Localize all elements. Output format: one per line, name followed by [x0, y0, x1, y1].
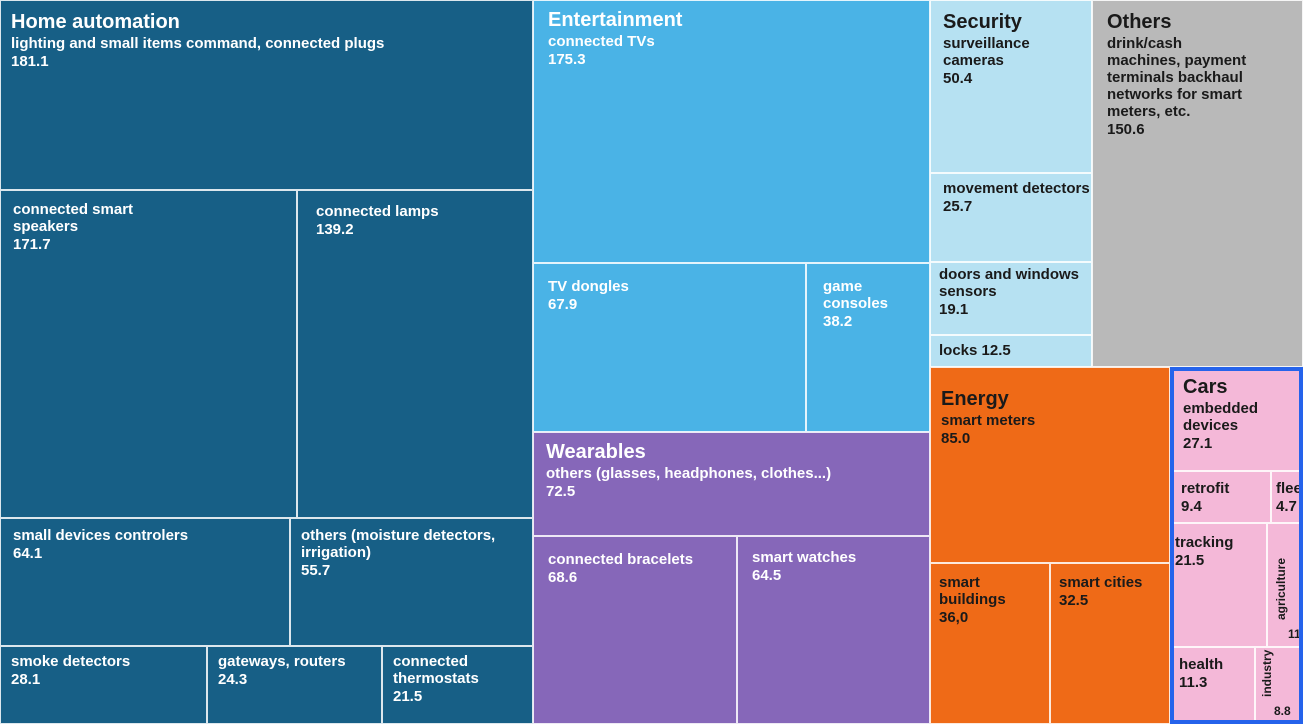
cell-label: gateways, routers	[218, 653, 346, 670]
cell-value: 28.1	[11, 671, 41, 688]
cell-label: smart cities	[1059, 574, 1143, 591]
cell-label: connected thermostats	[393, 653, 479, 687]
cell-value: 11.3	[1179, 674, 1208, 691]
cell-label: connected lamps	[316, 203, 439, 220]
cell-value: 67.9	[548, 296, 578, 313]
cell-label: smoke detectors	[11, 653, 131, 670]
cell-value: 38.2	[823, 313, 853, 330]
sector-title-others: Others	[1107, 11, 1172, 33]
cell-value: 68.6	[548, 569, 578, 586]
sector-title-energy: Energy	[941, 388, 1009, 410]
sector-title-cars: Cars	[1183, 376, 1228, 398]
cell-value: 21.5	[393, 688, 423, 705]
cell-value: 36,0	[939, 609, 969, 626]
cell-label: agriculture	[1274, 557, 1288, 620]
cell-value: 55.7	[301, 562, 331, 579]
cell-label: surveillance cameras	[943, 35, 1030, 69]
cell-value: 24.3	[218, 671, 248, 688]
treemap-cell-home-automation-smoke-detectors: smoke detectors 28.1	[0, 646, 207, 724]
treemap-cell-home-automation-lighting-and-small-items-comma: Home automation lighting and small items …	[0, 0, 533, 190]
treemap-cell-security-movement-detectors: movement detectors 25.7	[930, 173, 1092, 262]
cell-label: TV dongles	[548, 278, 629, 295]
cell-label: lighting and small items command, connec…	[11, 35, 385, 52]
treemap-cell-home-automation-connected-thermostats: connected thermostats 21.5	[382, 646, 533, 724]
treemap-cell-cars-fleet: fleet4.7	[1271, 471, 1303, 523]
treemap-cell-energy-smart-cities: smart cities 32.5	[1050, 563, 1170, 724]
treemap-cell-cars-embedded-devices: Cars embedded devices 27.1	[1170, 367, 1303, 471]
treemap-cell-cars-industry: industry 8.8	[1255, 647, 1303, 724]
cell-label: health	[1179, 656, 1224, 673]
sector-title-entertainment: Entertainment	[548, 9, 683, 31]
cell-label: small devices controlers	[13, 527, 189, 544]
cell-label: others (glasses, headphones, clothes...)	[546, 465, 832, 482]
cell-value: 19.1	[939, 301, 969, 318]
treemap-cell-energy-smart-meters: Energy smart meters 85.0	[930, 367, 1170, 563]
treemap-cell-cars-health: health 11.3	[1170, 647, 1255, 724]
sector-title-home-automation: Home automation	[11, 11, 180, 33]
cell-value: 139.2	[316, 221, 354, 238]
cell-label: fleet	[1276, 480, 1302, 497]
treemap-cell-wearables-connected-bracelets: connected bracelets 68.6	[533, 536, 737, 724]
treemap-cell-security-surveillance-cameras: Security surveillance cameras 50.4	[930, 0, 1092, 173]
treemap-cell-home-automation-small-devices-controlers: small devices controlers 64.1	[0, 518, 290, 646]
treemap-cell-home-automation-connected-lamps: connected lamps 139.2	[297, 190, 533, 518]
treemap-cell-wearables-smart-watches: smart watches 64.5	[737, 536, 930, 724]
treemap-cell-home-automation-gateways-routers: gateways, routers 24.3	[207, 646, 382, 724]
treemap-cell-others-drink-cash-machines-payment-te: Others drink/cash machines, payment termi…	[1092, 0, 1303, 367]
cell-value: 85.0	[941, 430, 971, 447]
treemap-cell-cars-retrofit: retrofit 9.4	[1170, 471, 1271, 523]
cell-label: drink/cash machines, payment terminals b…	[1107, 35, 1247, 120]
cell-label: smart watches	[752, 549, 857, 566]
cell-value: 181.1	[11, 53, 49, 70]
treemap-cell-entertainment-game-consoles: game consoles 38.2	[806, 263, 930, 432]
cell-value: 21.5	[1175, 552, 1205, 569]
cell-label: locks 12.5	[939, 342, 1011, 359]
cell-label: others (moisture detectors, irrigation)	[301, 527, 496, 561]
treemap-cell-home-automation-connected-smart-speakers: connected smart speakers 171.7	[0, 190, 297, 518]
cell-value: 150.6	[1107, 121, 1145, 138]
cell-value: 64.5	[752, 567, 782, 584]
cell-value: 9.4	[1181, 498, 1202, 515]
cell-label: industry	[1260, 649, 1274, 697]
cell-value: 11.5	[1288, 627, 1302, 641]
treemap-cell-cars-tracking: tracking 21.5	[1170, 523, 1267, 647]
cell-label: doors and windows sensors	[939, 266, 1080, 300]
cell-label: embedded devices	[1183, 400, 1259, 434]
cell-value: 32.5	[1059, 592, 1089, 609]
cell-label: tracking	[1175, 534, 1234, 551]
treemap-cell-entertainment-connected-tvs: Entertainment connected TVs 175.3	[533, 0, 930, 263]
sector-title-security: Security	[943, 11, 1022, 33]
cell-label: retrofit	[1181, 480, 1230, 497]
cell-label: game consoles	[823, 278, 889, 312]
cell-label: smart meters	[941, 412, 1036, 429]
treemap-cell-security-doors-and-windows-sensors: doors and windows sensors 19.1	[930, 262, 1092, 335]
cell-value: 72.5	[546, 483, 576, 500]
treemap-cell-entertainment-tv-dongles: TV dongles 67.9	[533, 263, 806, 432]
cell-value: 8.8	[1274, 704, 1291, 718]
cell-label: connected smart speakers	[13, 201, 134, 235]
sector-title-wearables: Wearables	[546, 441, 646, 463]
cell-value: 25.7	[943, 198, 973, 215]
cell-label: smart buildings	[939, 574, 1006, 608]
cell-label: movement detectors	[943, 180, 1090, 197]
cell-value: 50.4	[943, 70, 973, 87]
treemap-cell-wearables-others-glasses-headphones-clot: Wearables others (glasses, headphones, cl…	[533, 432, 930, 536]
cell-value: 175.3	[548, 51, 586, 68]
cell-value: 64.1	[13, 545, 43, 562]
cell-value: 27.1	[1183, 435, 1213, 452]
cell-label: connected TVs	[548, 33, 655, 50]
cell-value: 4.7	[1276, 498, 1297, 515]
treemap-cell-home-automation-others-moisture-detectors-irri: others (moisture detectors, irrigation) 5…	[290, 518, 533, 646]
treemap-cell-security-locks: locks 12.5	[930, 335, 1092, 367]
treemap-cell-energy-smart-buildings: smart buildings 36,0	[930, 563, 1050, 724]
cell-label: connected bracelets	[548, 551, 694, 568]
cell-value: 171.7	[13, 236, 51, 253]
